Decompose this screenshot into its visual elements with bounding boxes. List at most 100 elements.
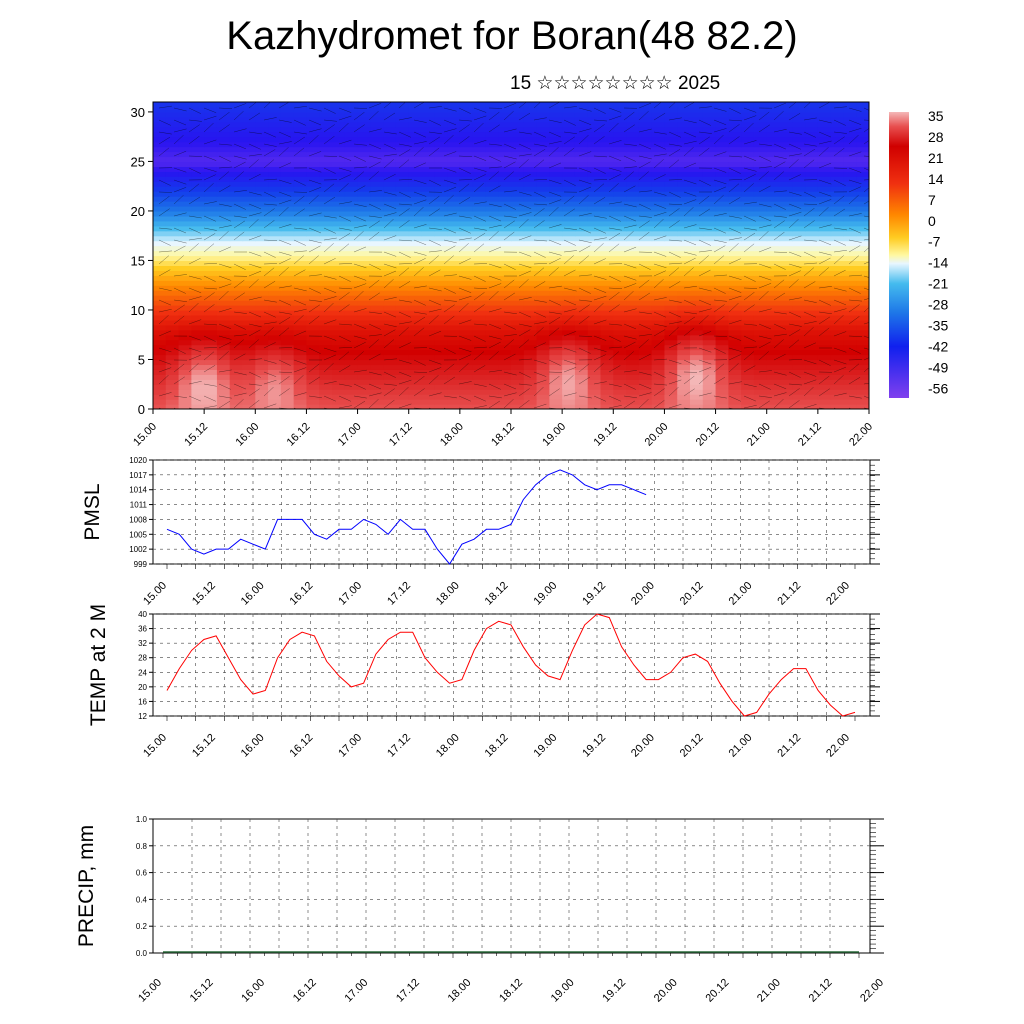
heatmap-cell xyxy=(395,210,410,217)
heatmap-cell xyxy=(677,290,691,296)
heatmap-cell xyxy=(165,300,180,306)
wind-barb xyxy=(623,203,637,208)
heatmap-cell xyxy=(830,399,845,405)
wind-barb xyxy=(248,235,262,241)
heatmap-cell xyxy=(408,255,423,262)
wind-barb xyxy=(203,351,215,361)
wind-barb xyxy=(683,147,694,157)
heatmap-cell xyxy=(817,334,832,341)
heatmap-cell xyxy=(459,339,474,346)
heatmap-cell xyxy=(485,106,499,113)
heatmap-cell xyxy=(153,394,167,400)
heatmap-cell xyxy=(178,176,192,182)
heatmap-cell xyxy=(472,260,487,266)
wind-barb xyxy=(383,102,392,109)
wind-barb xyxy=(578,195,589,205)
heatmap-cell xyxy=(498,384,512,390)
heatmap-cell xyxy=(370,389,384,395)
wind-barb xyxy=(233,161,246,169)
heatmap-cell xyxy=(843,329,857,336)
heatmap-cell xyxy=(779,364,793,370)
wind-barb xyxy=(728,179,743,181)
wind-barb xyxy=(668,179,683,181)
heatmap-cell xyxy=(153,141,167,148)
colorbar-label: 35 xyxy=(928,108,944,124)
wind-barb xyxy=(698,131,712,134)
wind-barb xyxy=(158,195,170,205)
wind-barb xyxy=(698,331,712,337)
wind-barb xyxy=(263,280,276,289)
heatmap-cell xyxy=(856,349,869,356)
heatmap-cell xyxy=(434,220,448,227)
wind-barb xyxy=(743,323,757,326)
heatmap-cell xyxy=(408,379,423,385)
heatmap-cell xyxy=(728,369,742,375)
wind-barb xyxy=(848,179,862,185)
heatmap-cell xyxy=(472,111,487,118)
heatmap-cell xyxy=(549,359,563,366)
heatmap-cell xyxy=(229,384,244,390)
heatmap-cell xyxy=(408,319,423,326)
heatmap-cell xyxy=(690,349,704,356)
heatmap-cell xyxy=(459,171,474,177)
heatmap-cell xyxy=(191,250,205,257)
heatmap-cell xyxy=(523,389,538,395)
wind-barb xyxy=(743,232,756,241)
heatmap-cell xyxy=(536,260,550,266)
heatmap-cell xyxy=(690,384,704,390)
heatmap-cell xyxy=(153,349,167,356)
heatmap-cell xyxy=(408,215,423,222)
heatmap-cell xyxy=(523,369,538,375)
heatmap-cell xyxy=(498,265,512,271)
heatmap-cell xyxy=(843,106,857,113)
heatmap-cell xyxy=(715,399,729,405)
heatmap-cell xyxy=(332,379,346,385)
heatmap-cell xyxy=(242,121,256,128)
heatmap-cell xyxy=(766,136,781,143)
heatmap-cell xyxy=(395,285,410,291)
heatmap-cell xyxy=(587,265,602,271)
wind-barb xyxy=(203,262,218,265)
heatmap-cell xyxy=(741,354,755,361)
heatmap-cell xyxy=(498,121,512,128)
wind-barb xyxy=(443,363,455,373)
heatmap-cell xyxy=(766,215,781,222)
wind-barb xyxy=(818,199,832,205)
heatmap-cell xyxy=(715,161,729,167)
heatmap-cell xyxy=(574,121,589,128)
heatmap-cell xyxy=(216,349,231,356)
wind-barb xyxy=(248,173,261,181)
wind-barb xyxy=(758,291,769,301)
heatmap-cell xyxy=(408,181,423,187)
heatmap-cell xyxy=(344,265,359,271)
wind-barb xyxy=(443,315,455,325)
heatmap-cell xyxy=(421,369,435,375)
heatmap-cell xyxy=(178,285,192,291)
wind-barb xyxy=(758,351,769,361)
heatmap-cell xyxy=(178,324,192,331)
heatmap-cell xyxy=(626,215,640,222)
heatmap-cell xyxy=(268,116,282,123)
wind-barb xyxy=(338,275,351,282)
wind-barb xyxy=(713,107,727,112)
heatmap-cell xyxy=(395,116,410,123)
heatmap-cell xyxy=(434,404,448,409)
wind-barb xyxy=(218,369,232,373)
wind-barb xyxy=(308,304,320,313)
heatmap-cell xyxy=(216,146,231,153)
heatmap-cell xyxy=(638,319,653,326)
heatmap-cell xyxy=(664,250,678,257)
heatmap-cell xyxy=(191,399,205,405)
wind-barb xyxy=(608,351,620,361)
heatmap-cell xyxy=(574,255,589,262)
heatmap-cell xyxy=(498,102,512,108)
heatmap-cell xyxy=(856,359,869,366)
wind-barb xyxy=(788,159,799,169)
heatmap-cell xyxy=(536,116,550,123)
wind-barb xyxy=(443,376,456,385)
heatmap-cell xyxy=(293,305,308,311)
heatmap-cell xyxy=(805,111,819,118)
heatmap-cell xyxy=(511,255,525,262)
heatmap-cell xyxy=(395,324,410,331)
heatmap-cell xyxy=(229,399,244,405)
